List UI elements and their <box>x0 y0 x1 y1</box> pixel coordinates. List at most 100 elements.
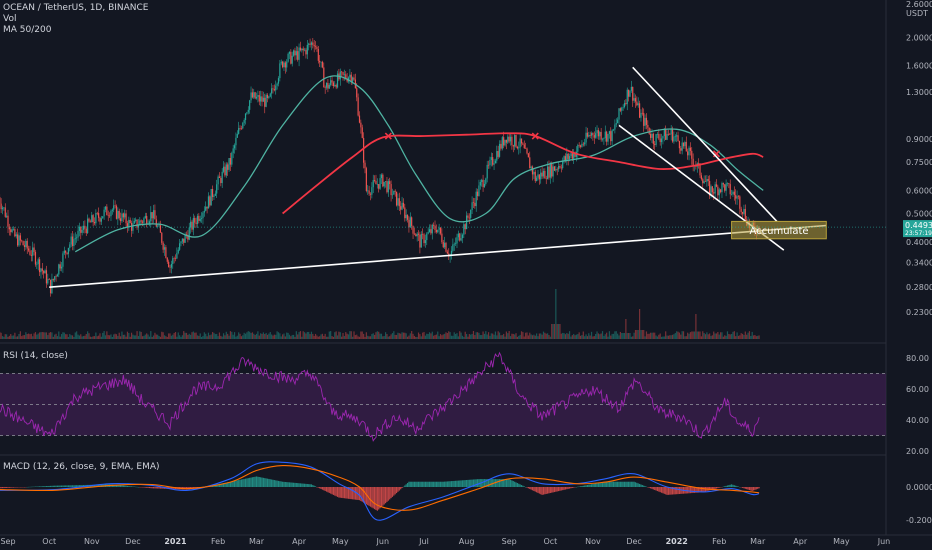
candle-body <box>70 236 72 245</box>
candle-body <box>268 96 270 98</box>
candle <box>3 207 5 211</box>
volume-bar <box>704 334 707 339</box>
candle <box>122 212 124 222</box>
volume-bar <box>36 334 38 339</box>
symbol-title[interactable]: OCEAN / TetherUS, 1D, BINANCE <box>3 3 149 13</box>
candle <box>111 208 113 215</box>
macd-histogram-bar <box>639 483 641 487</box>
macd-label[interactable]: MACD (12, 26, close, 9, EMA, EMA) <box>3 462 160 472</box>
macd-histogram-bar <box>522 485 524 487</box>
volume-bar <box>122 334 124 339</box>
volume-bar <box>56 336 59 339</box>
candle-body <box>434 225 436 230</box>
candle-body <box>254 92 256 99</box>
candle <box>593 131 595 144</box>
candle-body <box>656 134 659 135</box>
volume-bar <box>310 331 313 339</box>
volume-bar <box>238 332 240 339</box>
candle-body <box>655 134 657 145</box>
macd-histogram-bar <box>393 487 395 496</box>
volume-bar <box>549 336 551 339</box>
volume-bar <box>547 333 549 339</box>
time-axis[interactable]: Sep Oct Nov Dec 2021 Feb Mar Apr May Jun Jul Aug Sep… <box>0 537 890 546</box>
macd-histogram-bar <box>674 487 676 495</box>
candle <box>282 60 284 69</box>
candle <box>509 132 512 146</box>
volume-bar <box>180 336 182 339</box>
candle <box>201 212 203 223</box>
candle-body <box>244 113 247 121</box>
volume-bar <box>471 333 473 339</box>
macd-histogram-bar <box>667 487 670 495</box>
macd-histogram-bar <box>507 479 509 487</box>
candle <box>291 51 293 67</box>
candle-body <box>595 133 597 138</box>
macd-histogram-bar <box>288 482 291 487</box>
macd-histogram-bar <box>600 482 602 487</box>
time-tick-label: Dec <box>626 537 641 546</box>
candle-body <box>45 270 48 284</box>
volume-bar <box>601 331 604 339</box>
candle <box>577 143 579 159</box>
trend-drawings[interactable]: Accumulate <box>0 66 886 288</box>
macd-histogram-bar <box>157 487 159 489</box>
macd-histogram-bar <box>699 487 701 493</box>
macd-histogram-bar <box>551 487 553 493</box>
macd-histogram-bar <box>158 487 160 489</box>
time-tick-label: Jun <box>376 537 390 546</box>
candle-body <box>689 147 691 151</box>
candle <box>162 241 164 253</box>
candle <box>63 246 65 256</box>
volume-bar <box>404 332 406 339</box>
candle-body <box>658 134 660 139</box>
time-tick-label: Apr <box>292 537 307 546</box>
candle <box>685 136 687 152</box>
candle <box>402 198 405 209</box>
candle-body <box>439 227 442 234</box>
volume-histogram <box>0 289 760 339</box>
volume-bar <box>494 331 497 339</box>
candle <box>26 238 28 254</box>
candle <box>17 228 19 247</box>
candle-body <box>125 213 127 224</box>
volume-bar <box>721 332 723 339</box>
volume-bar <box>328 331 330 339</box>
candle <box>730 189 733 196</box>
candle-body <box>626 89 628 105</box>
volume-bar <box>629 333 631 339</box>
candle <box>325 82 328 90</box>
candle-body <box>526 148 528 154</box>
ma-label[interactable]: MA 50/200 <box>3 25 52 35</box>
volume-label[interactable]: Vol <box>3 14 17 24</box>
volume-bar <box>216 333 218 339</box>
macd-histogram-bar <box>240 479 243 487</box>
candle-body <box>707 179 709 181</box>
volume-bar <box>60 334 63 339</box>
candle <box>52 278 54 282</box>
price-tick-label: 0.6000 <box>906 186 932 195</box>
volume-bar <box>409 333 411 339</box>
candle-body <box>71 236 74 247</box>
macd-histogram-bar <box>464 480 466 487</box>
signal-line <box>0 465 760 511</box>
rsi-label[interactable]: RSI (14, close) <box>3 351 68 361</box>
price-axis[interactable]: 2.60002.00001.60001.30000.90000.75000.60… <box>903 0 932 525</box>
candle <box>437 229 439 234</box>
macd-histogram-bar <box>615 481 617 487</box>
macd-histogram-bar <box>566 487 568 490</box>
candle-body <box>633 98 635 101</box>
channel-upper-line <box>632 66 778 222</box>
macd-histogram-bar <box>472 479 475 487</box>
volume-bar <box>607 336 609 339</box>
macd-histogram-bar <box>232 481 234 487</box>
macd-histogram-bar <box>40 486 42 487</box>
macd-histogram-bar <box>246 478 248 487</box>
candle-body <box>387 181 389 193</box>
volume-bar <box>19 331 21 339</box>
candle-body <box>238 128 240 134</box>
candle-body <box>515 135 517 147</box>
candle-body <box>586 132 589 137</box>
macd-histogram-bar <box>81 485 83 487</box>
candle-body <box>62 253 64 267</box>
